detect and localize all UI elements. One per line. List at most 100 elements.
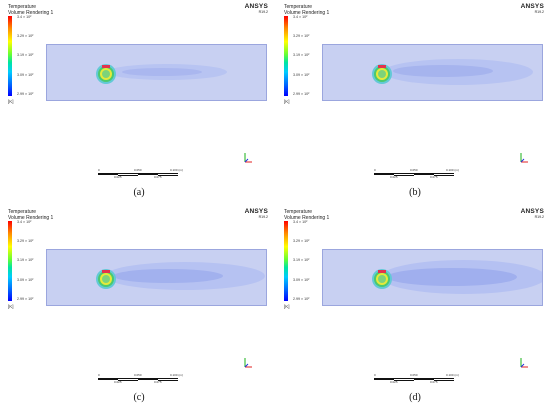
tick-min: 2.99 × 10²: [293, 297, 310, 301]
legend-subtitle: Volume Rendering 1: [284, 215, 330, 221]
wake-core: [113, 269, 223, 283]
tick-max: 3.4 × 10²: [293, 220, 308, 224]
brand-version: R19.2: [534, 10, 544, 14]
scale-label-0: 0: [374, 373, 376, 377]
scale-label-max: 0.100 (m): [446, 373, 459, 377]
tick-min: 2.99 × 10²: [293, 92, 310, 96]
tick-max: 3.4 × 10²: [293, 15, 308, 19]
brand-name: ANSYS: [244, 208, 268, 215]
legend-title: Temperature Volume Rendering 1: [8, 209, 53, 221]
scale-label-q3: 0.075: [430, 175, 438, 179]
colorbar: [284, 221, 288, 301]
flow-domain: [46, 249, 267, 306]
ansys-logo: ANSYS R19.2: [521, 208, 544, 219]
panel-d: Temperature Volume Rendering 1 ANSYS R19…: [280, 207, 550, 403]
brand-version: R19.2: [534, 215, 544, 219]
scale-label-q1: 0.025: [390, 380, 398, 384]
ansys-logo: ANSYS R19.2: [245, 208, 268, 219]
flow-domain: [322, 249, 543, 306]
axis-triad-icon: [244, 153, 252, 163]
legend-variable: Temperature: [284, 209, 313, 215]
scale-label-q1: 0.025: [114, 175, 122, 179]
panel-c: Temperature Volume Rendering 1 ANSYS R19…: [4, 207, 274, 403]
tick-2: 3.29 × 10²: [293, 239, 310, 243]
unit-label: [K]: [284, 304, 290, 309]
tick-min: 2.99 × 10²: [17, 297, 34, 301]
legend-variable: Temperature: [8, 209, 37, 215]
tick-3: 3.19 × 10²: [293, 258, 310, 262]
ansys-logo: ANSYS R19.2: [521, 3, 544, 14]
tick-min: 2.99 × 10²: [17, 92, 34, 96]
legend-subtitle: Volume Rendering 1: [8, 10, 54, 16]
tick-4: 3.09 × 10²: [17, 73, 34, 77]
scale-bar: 0 0.050 0.100 (m) 0.025 0.075: [98, 168, 183, 179]
wake-core: [122, 68, 202, 76]
cylinder-core: [378, 275, 386, 283]
heater-block: [102, 270, 110, 273]
wake-core: [393, 65, 493, 77]
tick-3: 3.19 × 10²: [17, 258, 34, 262]
axis-triad-icon: [244, 358, 252, 368]
panel-caption: (b): [409, 187, 421, 198]
brand-version: R19.2: [258, 10, 268, 14]
scale-bar: 0 0.050 0.100 (m) 0.025 0.075: [374, 373, 459, 384]
scale-label-q3: 0.075: [154, 380, 162, 384]
scale-label-mid: 0.050: [410, 168, 418, 172]
cylinder-core: [378, 70, 386, 78]
tick-2: 3.29 × 10²: [293, 34, 310, 38]
legend-variable: Temperature: [8, 4, 37, 10]
legend-title: Temperature Volume Rendering 1: [8, 4, 53, 16]
scale-label-q3: 0.075: [430, 380, 438, 384]
cylinder-core: [102, 275, 110, 283]
tick-3: 3.19 × 10²: [17, 53, 34, 57]
panel-caption: (a): [133, 187, 145, 198]
legend-title: Temperature Volume Rendering 1: [284, 209, 329, 221]
tick-2: 3.29 × 10²: [17, 34, 34, 38]
ansys-logo: ANSYS R19.2: [245, 3, 268, 14]
scale-label-mid: 0.050: [410, 373, 418, 377]
tick-3: 3.19 × 10²: [293, 53, 310, 57]
scale-label-mid: 0.050: [134, 168, 142, 172]
panel-caption: (d): [409, 392, 421, 403]
colorbar: [8, 16, 12, 96]
tick-max: 3.4 × 10²: [17, 220, 32, 224]
scale-label-0: 0: [98, 373, 100, 377]
scale-label-mid: 0.050: [134, 373, 142, 377]
brand-name: ANSYS: [244, 3, 268, 10]
legend-variable: Temperature: [284, 4, 313, 10]
tick-max: 3.4 × 10²: [17, 15, 32, 19]
scale-label-0: 0: [374, 168, 376, 172]
tick-4: 3.09 × 10²: [293, 278, 310, 282]
scale-label-q1: 0.025: [114, 380, 122, 384]
cylinder-core: [102, 70, 110, 78]
scale-label-max: 0.100 (m): [170, 168, 183, 172]
colorbar: [284, 16, 288, 96]
tick-2: 3.29 × 10²: [17, 239, 34, 243]
axis-triad-icon: [520, 153, 528, 163]
tick-4: 3.09 × 10²: [17, 278, 34, 282]
axis-triad-icon: [520, 358, 528, 368]
panel-a: Temperature Volume Rendering 1 ANSYS R19…: [4, 2, 274, 198]
unit-label: [K]: [8, 304, 14, 309]
heater-block: [378, 65, 386, 68]
heater-block: [102, 65, 110, 68]
scale-label-0: 0: [98, 168, 100, 172]
unit-label: [K]: [284, 99, 290, 104]
scale-label-max: 0.100 (m): [446, 168, 459, 172]
scale-label-max: 0.100 (m): [170, 373, 183, 377]
panel-b: Temperature Volume Rendering 1 ANSYS R19…: [280, 2, 550, 198]
legend-subtitle: Volume Rendering 1: [8, 215, 54, 221]
scale-label-q3: 0.075: [154, 175, 162, 179]
heater-block: [378, 270, 386, 273]
legend-title: Temperature Volume Rendering 1: [284, 4, 329, 16]
panel-caption: (c): [133, 392, 145, 403]
scale-bar: 0 0.050 0.100 (m) 0.025 0.075: [98, 373, 183, 384]
brand-version: R19.2: [258, 215, 268, 219]
brand-name: ANSYS: [520, 3, 544, 10]
unit-label: [K]: [8, 99, 14, 104]
flow-domain: [322, 44, 543, 101]
flow-domain: [46, 44, 267, 101]
scale-label-q1: 0.025: [390, 175, 398, 179]
legend-subtitle: Volume Rendering 1: [284, 10, 330, 16]
colorbar: [8, 221, 12, 301]
